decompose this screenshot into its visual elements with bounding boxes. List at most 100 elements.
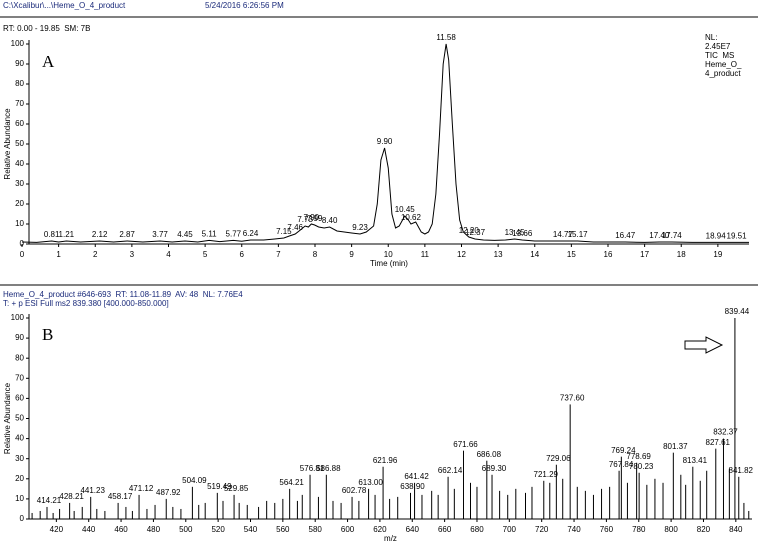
peak-label: 18.94 <box>706 232 727 241</box>
peak-label: 3.77 <box>152 230 168 239</box>
y-tick-label: 20 <box>15 474 24 483</box>
y-tick-label: 70 <box>15 373 24 382</box>
x-tick-label: 420 <box>50 525 64 534</box>
x-tick-label: 12 <box>457 250 466 259</box>
peak-label: 12.37 <box>465 228 486 237</box>
y-tick-label: 50 <box>15 414 24 423</box>
peak-label: 729.06 <box>546 454 571 463</box>
peak-label: 769.24 <box>611 446 636 455</box>
x-tick-label: 16 <box>604 250 613 259</box>
x-tick-label: 10 <box>384 250 393 259</box>
y-tick-label: 70 <box>15 99 24 108</box>
peak-label: 7.46 <box>287 223 303 232</box>
y-tick-label: 40 <box>15 434 24 443</box>
x-tick-label: 2 <box>93 250 98 259</box>
peak-label: 487.92 <box>156 488 181 497</box>
peak-label: 602.78 <box>342 486 367 495</box>
x-tick-label: 11 <box>421 250 430 259</box>
x-tick-label: 4 <box>166 250 171 259</box>
y-tick-label: 0 <box>20 239 25 248</box>
info-text: Heme_O_ <box>705 60 742 69</box>
y-tick-label: 90 <box>15 333 24 342</box>
peak-label: 586.88 <box>316 464 341 473</box>
panel-header: RT: 0.00 - 19.85 SM: 7B <box>3 24 90 33</box>
peak-label: 778.69 <box>626 452 651 461</box>
peak-label: 7.73 <box>297 215 313 224</box>
x-tick-label: 14 <box>530 250 539 259</box>
y-axis-label: Relative Abundance <box>3 108 12 180</box>
peak-label: 801.37 <box>663 442 688 451</box>
x-axis-label: m/z <box>384 534 397 541</box>
y-tick-label: 20 <box>15 199 24 208</box>
x-tick-label: 460 <box>114 525 128 534</box>
peak-label: 2.87 <box>119 230 135 239</box>
peak-label: 504.09 <box>182 476 207 485</box>
peak-label: 458.17 <box>108 492 133 501</box>
x-tick-label: 760 <box>600 525 614 534</box>
file-path: C:\Xcalibur\...\Heme_O_4_product <box>3 1 126 10</box>
peak-label: 621.96 <box>373 456 398 465</box>
y-tick-label: 40 <box>15 159 24 168</box>
peak-label: 4.45 <box>177 230 193 239</box>
x-tick-label: 560 <box>276 525 290 534</box>
x-tick-label: 660 <box>438 525 452 534</box>
y-axis-label: Relative Abundance <box>3 382 12 454</box>
peak-label: 19.51 <box>727 232 748 241</box>
info-text: 4_product <box>705 69 741 78</box>
x-tick-label: 840 <box>729 525 743 534</box>
y-tick-label: 10 <box>15 494 24 503</box>
peak-label: 737.60 <box>560 394 585 403</box>
peak-label: 841.82 <box>729 466 754 475</box>
peak-label: 13.66 <box>512 229 533 238</box>
peak-label: 12.20 <box>459 226 480 235</box>
peak-label: 7.99 <box>307 214 323 223</box>
peak-label: 662.14 <box>438 466 463 475</box>
peak-label: 13.45 <box>505 228 526 237</box>
peak-label: 9.90 <box>377 137 393 146</box>
x-tick-label: 8 <box>313 250 318 259</box>
peak-label: 8.40 <box>322 216 338 225</box>
peak-label: 2.12 <box>92 230 108 239</box>
x-tick-label: 440 <box>82 525 96 534</box>
x-tick-label: 0 <box>20 250 25 259</box>
peak-label: 1.21 <box>59 230 75 239</box>
y-tick-label: 30 <box>15 179 24 188</box>
y-tick-label: 80 <box>15 79 24 88</box>
x-axis-label: Time (min) <box>370 259 408 268</box>
peak-label: 519.49 <box>207 482 232 491</box>
peak-label: 6.24 <box>243 229 259 238</box>
x-tick-label: 6 <box>240 250 245 259</box>
peak-label: 15.17 <box>568 230 589 239</box>
x-tick-label: 580 <box>309 525 323 534</box>
panel-label: A <box>42 52 55 71</box>
trace <box>21 43 749 243</box>
x-tick-label: 620 <box>373 525 387 534</box>
peak-label: 686.08 <box>477 450 502 459</box>
y-tick-label: 50 <box>15 139 24 148</box>
y-tick-label: 100 <box>11 39 25 48</box>
info-text: NL: <box>705 33 717 42</box>
peak-label: 780.23 <box>629 462 654 471</box>
peak-label: 10.62 <box>401 213 422 222</box>
info-text: 2.45E7 <box>705 42 731 51</box>
info-text: TIC MS <box>705 51 734 60</box>
peak-label: 839.44 <box>725 307 750 316</box>
peak-label: 5.77 <box>226 230 242 239</box>
peak-label: 576.81 <box>300 464 325 473</box>
y-tick-label: 10 <box>15 219 24 228</box>
peak-label: 832.37 <box>713 428 738 437</box>
y-tick-label: 90 <box>15 59 24 68</box>
y-tick-label: 0 <box>20 514 25 523</box>
peak-label: 0.81 <box>44 230 60 239</box>
x-tick-label: 3 <box>130 250 135 259</box>
arrow <box>684 336 724 354</box>
peak-label: 10.45 <box>395 205 416 214</box>
peak-label: 671.66 <box>453 440 478 449</box>
peak-label: 414.21 <box>37 496 62 505</box>
peak-label: 5.11 <box>202 230 218 239</box>
x-tick-label: 640 <box>406 525 420 534</box>
x-tick-label: 500 <box>179 525 193 534</box>
peak-label: 613.00 <box>358 478 383 487</box>
x-tick-label: 9 <box>349 250 354 259</box>
